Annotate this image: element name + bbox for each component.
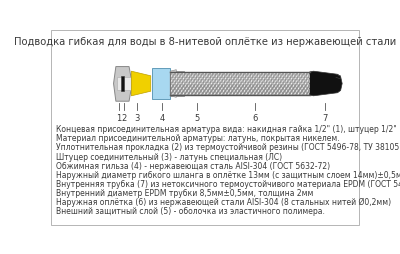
Bar	[120, 76, 124, 92]
Text: 4: 4	[160, 113, 165, 122]
Text: Концевая присоединительная арматура вида: накидная гайка 1/2" (1), штуцер 1/2": Концевая присоединительная арматура вида…	[56, 125, 397, 134]
Text: 1: 1	[116, 113, 122, 122]
Text: Штуцер соединительный (3) - латунь специальная (ЛС): Штуцер соединительный (3) - латунь специ…	[56, 152, 282, 161]
Polygon shape	[170, 70, 176, 98]
Text: Внутренний диаметр EPDM трубки 8,5мм±0,5мм, толщина 2мм: Внутренний диаметр EPDM трубки 8,5мм±0,5…	[56, 188, 314, 197]
Text: 6: 6	[253, 113, 258, 122]
Bar	[170, 72, 184, 97]
Bar	[170, 73, 310, 96]
Text: 7: 7	[322, 113, 328, 122]
Text: Внешний защитный слой (5) - оболочка из эластичного полимера.: Внешний защитный слой (5) - оболочка из …	[56, 206, 325, 215]
Text: 5: 5	[195, 113, 200, 122]
Text: 3: 3	[134, 113, 140, 122]
Bar	[117, 78, 130, 90]
Text: Обжимная гильза (4) - нержавеющая сталь AISI-304 (ГОСТ 5632-72): Обжимная гильза (4) - нержавеющая сталь …	[56, 161, 330, 170]
Polygon shape	[310, 72, 342, 97]
Text: Внутренняя трубка (7) из нетоксичного термоустойчивого материала EPDM (ГОСТ 5496: Внутренняя трубка (7) из нетоксичного те…	[56, 179, 400, 188]
Text: Уплотнительная прокладка (2) из термоустойчивой резины (ГОСТ 5496-78, ТУ 3810510: Уплотнительная прокладка (2) из термоуст…	[56, 143, 400, 152]
Bar	[152, 69, 170, 100]
Polygon shape	[131, 72, 151, 97]
Text: 2: 2	[122, 113, 127, 122]
Text: Подводка гибкая для воды в 8-нитевой оплётке из нержавеющей стали: Подводка гибкая для воды в 8-нитевой опл…	[14, 37, 396, 46]
Text: Наружная оплётка (6) из нержавеющей стали AISI-304 (8 стальных нитей Ø0,2мм): Наружная оплётка (6) из нержавеющей стал…	[56, 197, 391, 206]
Text: Материал присоединительной арматуры: латунь, покрытая никелем.: Материал присоединительной арматуры: лат…	[56, 134, 340, 143]
Text: Наружный диаметр гибкого шланга в оплётке 13мм (с защитным слоем 14мм)±0,5мм: Наружный диаметр гибкого шланга в оплётк…	[56, 170, 400, 179]
Polygon shape	[114, 67, 132, 102]
